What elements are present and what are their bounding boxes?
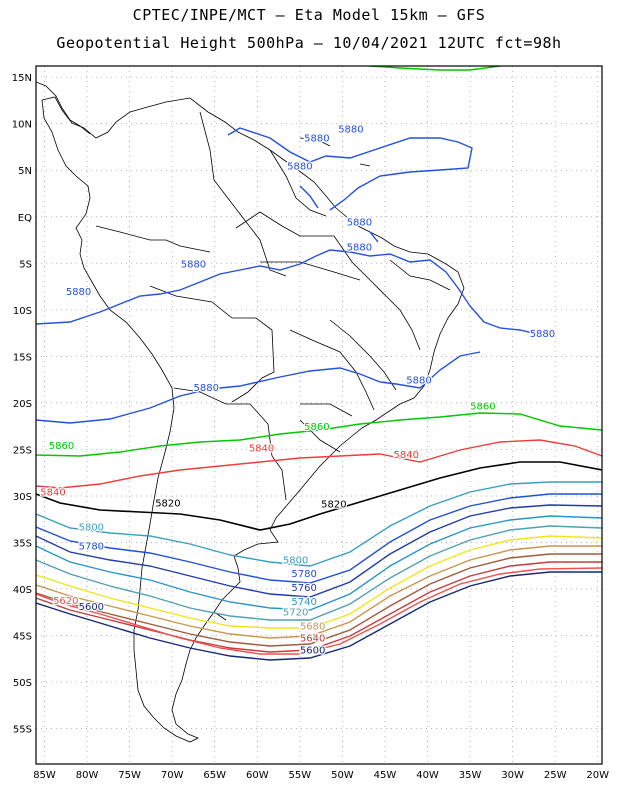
lat-tick-label: 25S <box>13 445 32 456</box>
lon-tick-label: 70W <box>161 770 184 781</box>
contour-label: 5800 <box>283 555 308 566</box>
lat-tick-label: 10N <box>12 120 32 131</box>
contour-label: 5860 <box>304 422 329 433</box>
contour-5740 <box>36 515 602 611</box>
contour-5760 <box>36 504 602 598</box>
contour-label: 5840 <box>394 450 419 461</box>
title-line-2: Geopotential Height 500hPa – 10/04/2021 … <box>56 34 562 52</box>
lon-tick-label: 25W <box>544 770 567 781</box>
contour-label: 5640 <box>300 633 325 644</box>
state-borders <box>260 235 451 453</box>
contour-label: 5760 <box>291 583 316 594</box>
contour-5700 <box>36 535 602 629</box>
contour-5820 <box>36 461 602 531</box>
contour-5600 <box>36 571 602 661</box>
contour-5880 <box>36 351 481 424</box>
lon-tick-label: 80W <box>76 770 99 781</box>
contour-label: 5860 <box>470 402 495 413</box>
height-contours <box>36 66 602 661</box>
contour-label: 5720 <box>283 607 308 618</box>
longitude-labels: 85W 80W 75W 70W 65W 60W 55W 50W 45W 40W 35W 30W 25W 2… <box>33 770 609 781</box>
lat-tick-label: 5N <box>18 166 32 177</box>
lon-tick-label: 50W <box>331 770 354 781</box>
map-frame <box>35 65 603 765</box>
contour-label: 5880 <box>406 376 431 387</box>
contour-label: 5880 <box>66 287 91 298</box>
contour-label: 5800 <box>79 523 104 534</box>
lon-tick-label: 35W <box>459 770 482 781</box>
lat-tick-label: EQ <box>18 213 32 224</box>
contour-label: 5880 <box>347 217 372 228</box>
contour-5660 <box>36 553 602 647</box>
contour-5620 <box>36 567 602 655</box>
contour-label: 5880 <box>193 383 218 394</box>
map-background <box>36 66 602 764</box>
lat-tick-label: 40S <box>13 585 32 596</box>
contour-label: 5740 <box>291 597 316 608</box>
contour-label: 5620 <box>53 596 78 607</box>
contour-label: 5820 <box>321 499 346 510</box>
contour-label: 5880 <box>287 162 312 173</box>
lon-tick-label: 45W <box>374 770 397 781</box>
lat-tick-label: 15N <box>12 73 32 84</box>
contour-label: 5880 <box>347 243 372 254</box>
lat-tick-label: 45S <box>13 632 32 643</box>
lon-tick-label: 20W <box>586 770 609 781</box>
contour-5720 <box>36 525 602 621</box>
lon-tick-label: 65W <box>203 770 226 781</box>
contour-5860 <box>36 412 602 457</box>
country-borders <box>95 111 353 621</box>
contour-label: 5860 <box>49 441 74 452</box>
contour-label: 5880 <box>181 259 206 270</box>
contour-5880 <box>369 231 379 243</box>
contour-5780 <box>36 493 602 584</box>
contour-5680 <box>36 545 602 639</box>
contour-label: 5780 <box>79 541 104 552</box>
lon-tick-label: 30W <box>501 770 524 781</box>
lat-tick-label: 30S <box>13 492 32 503</box>
lat-tick-label: 5S <box>19 259 32 270</box>
contour-5860 <box>369 66 501 71</box>
lon-tick-label: 75W <box>118 770 141 781</box>
contour-labels: 5880 5880 5880 5880 5880 5880 5880 5880 5880 5880… <box>39 123 556 658</box>
caribbean-islands <box>299 137 371 167</box>
contour-label: 5880 <box>530 329 555 340</box>
contour-label: 5780 <box>291 569 316 580</box>
contour-label: 5820 <box>155 498 180 509</box>
central-america-coastline <box>36 81 91 135</box>
lat-tick-label: 50S <box>13 678 32 689</box>
lat-tick-label: 20S <box>13 399 32 410</box>
lat-tick-label: 35S <box>13 539 32 550</box>
contour-5840 <box>36 439 602 489</box>
lon-tick-label: 40W <box>416 770 439 781</box>
contour-label: 5680 <box>300 621 325 632</box>
contour-label: 5880 <box>338 124 363 135</box>
lat-tick-label: 10S <box>13 306 32 317</box>
lat-tick-label: 55S <box>13 725 32 736</box>
title-line-1: CPTEC/INPE/MCT – Eta Model 15km – GFS <box>132 6 486 24</box>
contour-label: 5840 <box>40 487 65 498</box>
contour-5880 <box>227 127 473 211</box>
lon-tick-label: 55W <box>289 770 312 781</box>
contour-label: 5600 <box>300 646 325 657</box>
lon-tick-label: 60W <box>246 770 269 781</box>
contour-5800 <box>36 481 602 567</box>
contour-5880 <box>299 185 319 209</box>
contour-5880 <box>36 249 546 337</box>
contour-label: 5880 <box>304 134 329 145</box>
contour-label: 5600 <box>79 602 104 613</box>
latitude-labels: 15N 10N 5N EQ 5S 10S 15S 20S 25S 30S 35S 40S 45S 50S 5… <box>12 73 32 735</box>
contour-label: 5840 <box>249 444 274 455</box>
lat-tick-label: 15S <box>13 352 32 363</box>
contour-5640 <box>36 561 602 653</box>
lon-tick-label: 85W <box>33 770 56 781</box>
